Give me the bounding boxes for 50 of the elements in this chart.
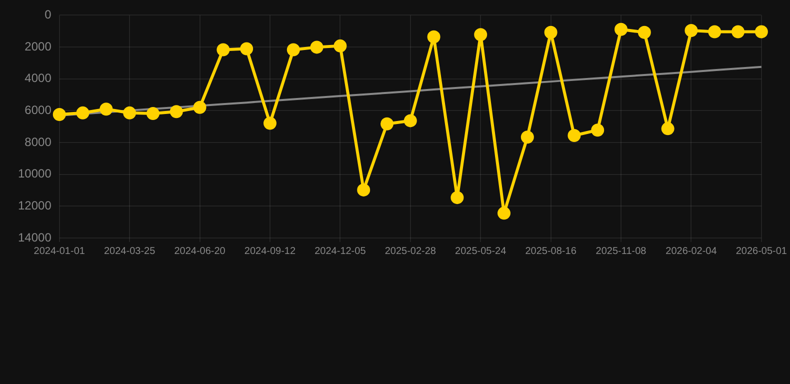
x-tick-label: 2024-03-25	[104, 246, 156, 257]
point	[450, 191, 464, 204]
point	[661, 122, 674, 136]
x-tick-label: 2024-09-12	[244, 246, 296, 257]
point	[544, 26, 558, 39]
y-tick-label: 0	[44, 8, 52, 22]
point	[123, 106, 136, 120]
point	[708, 25, 722, 38]
point	[286, 43, 300, 56]
x-tick-label: 2024-01-01	[34, 246, 86, 257]
point	[146, 107, 160, 120]
x-tick-label: 2026-02-04	[666, 246, 718, 257]
y-tick-label: 14000	[18, 230, 52, 244]
point	[380, 117, 394, 130]
point	[427, 30, 440, 44]
point	[498, 206, 511, 220]
point	[404, 114, 417, 128]
point	[732, 25, 745, 38]
point	[684, 24, 698, 37]
point	[568, 129, 581, 142]
point	[52, 108, 66, 122]
point	[263, 116, 276, 130]
x-tick-label: 2024-06-20	[174, 246, 226, 257]
y-tick-label: 10000	[18, 166, 52, 181]
y-tick-label: 12000	[18, 198, 52, 212]
x-tick-label: 2025-02-28	[384, 246, 436, 257]
point	[754, 25, 768, 38]
point	[193, 100, 206, 114]
x-tick-label: 2025-05-24	[455, 246, 507, 257]
point	[520, 130, 534, 144]
x-tick-label: 2024-12-05	[314, 246, 366, 257]
point	[76, 106, 90, 120]
point	[240, 42, 254, 56]
y-tick-label: 6000	[24, 103, 52, 117]
point	[170, 105, 183, 118]
y-tick-label: 8000	[24, 134, 52, 149]
y-tick-label: 4000	[24, 71, 52, 86]
point	[357, 183, 370, 196]
point	[638, 26, 651, 39]
point	[216, 43, 230, 56]
point	[100, 102, 113, 116]
point	[334, 39, 347, 52]
point	[591, 124, 604, 137]
x-tick-label: 2026-05-01	[736, 246, 788, 257]
y-tick-label: 2000	[24, 39, 52, 54]
x-tick-label: 2025-08-16	[525, 246, 577, 257]
x-tick-label: 2025-11-08	[596, 246, 647, 257]
point	[474, 28, 488, 42]
point	[310, 40, 324, 54]
point	[614, 22, 628, 36]
